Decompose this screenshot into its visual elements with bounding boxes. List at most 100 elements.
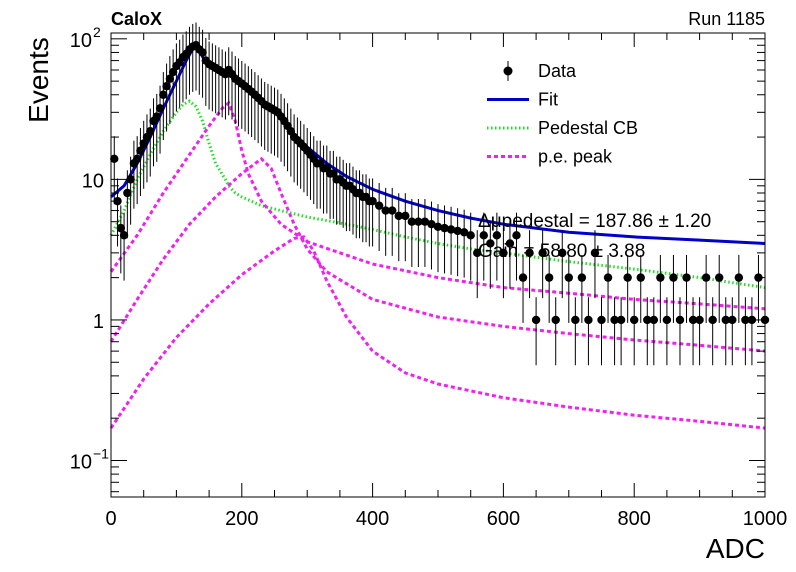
data-point	[132, 154, 142, 164]
data-point	[577, 273, 587, 282]
data-point	[479, 231, 488, 240]
y-tick-label-exponent: −1	[93, 446, 109, 462]
fit-annotation: Gain = 58.80 ± 3.88	[478, 241, 645, 262]
legend-label: p.e. peak	[538, 147, 613, 167]
series-p-e-peak-3	[109, 235, 766, 430]
legend-label: Pedestal CB	[538, 118, 638, 138]
data-point	[126, 175, 135, 184]
data-point	[669, 273, 678, 282]
data-point	[701, 273, 711, 282]
y-tick-label: 10	[70, 452, 92, 474]
fit-annotations: Δμpedestal = 187.86 ± 1.20 Gain = 58.80 ±…	[478, 211, 711, 262]
series-p-e-peak-1	[109, 100, 766, 311]
data-point	[662, 315, 672, 325]
data-point	[558, 248, 567, 258]
data-point	[401, 211, 410, 221]
data-point	[688, 315, 698, 325]
data-point	[512, 231, 521, 240]
x-axis-label: ADC	[706, 533, 765, 564]
data-point	[695, 315, 704, 325]
data-point	[551, 315, 560, 325]
data-point	[531, 315, 541, 325]
data-point	[538, 248, 547, 258]
y-tick-label: 1	[93, 311, 104, 333]
x-tick-label: 200	[225, 508, 258, 530]
data-point	[394, 211, 403, 221]
data-point	[407, 217, 417, 226]
data-point	[708, 315, 717, 325]
data-point	[159, 90, 168, 99]
data-point	[368, 196, 377, 206]
data-point	[630, 315, 639, 325]
data-point	[152, 112, 161, 121]
data-point	[446, 225, 456, 234]
run-label: Run 1185	[688, 9, 765, 29]
data-point	[198, 48, 207, 57]
data-point	[466, 231, 475, 240]
data-point	[518, 273, 528, 282]
x-tick-label: 400	[356, 508, 389, 530]
data-point	[649, 315, 659, 325]
data-point	[571, 315, 580, 325]
data-point	[155, 104, 165, 113]
legend-label: Fit	[538, 90, 558, 110]
data-point	[162, 82, 171, 91]
x-tick-label: 800	[618, 508, 651, 530]
legend-marker	[503, 66, 513, 76]
y-axis-label: Events	[23, 37, 54, 123]
data-point	[584, 315, 593, 325]
data-point	[544, 273, 554, 282]
data-point	[597, 315, 606, 325]
y-tick-label: 10	[82, 170, 104, 192]
data-point	[741, 315, 750, 325]
y-tick-label: 10	[70, 30, 92, 52]
data-point	[440, 223, 449, 233]
data-point	[728, 315, 737, 325]
data-point	[616, 315, 626, 325]
data-point	[715, 273, 724, 282]
data-point	[473, 248, 482, 258]
data-point	[603, 273, 613, 282]
data-point	[499, 248, 508, 258]
x-tick-label: 1000	[743, 508, 788, 530]
data-point	[505, 239, 515, 248]
data-point	[656, 273, 665, 282]
data-point	[116, 223, 126, 233]
data-point	[721, 315, 730, 325]
data-point	[734, 273, 744, 282]
data-point	[636, 273, 645, 282]
data-points	[110, 22, 770, 366]
data-point	[453, 226, 462, 236]
data-point	[492, 231, 502, 240]
data-point	[610, 315, 619, 325]
data-point	[381, 206, 390, 215]
data-point	[414, 217, 423, 226]
data-point	[374, 201, 384, 210]
x-tick-label: 600	[487, 508, 520, 530]
data-point	[136, 146, 145, 155]
data-point	[564, 273, 573, 282]
legend: Data Fit Pedestal CB p.e. peak	[487, 61, 638, 167]
data-point	[643, 315, 652, 325]
data-point	[486, 239, 495, 248]
fit-annotation: Δμpedestal = 187.86 ± 1.20	[478, 211, 711, 232]
data-point	[110, 154, 119, 164]
data-point	[459, 228, 469, 237]
experiment-label: CaloX	[111, 9, 162, 29]
series-p-e-peak-2	[109, 156, 766, 353]
data-point	[427, 219, 436, 229]
data-point	[165, 74, 175, 83]
x-tick-label: 0	[105, 508, 116, 530]
data-point	[420, 217, 430, 226]
data-point	[123, 188, 132, 198]
y-tick-label-exponent: 2	[93, 24, 101, 40]
data-point	[119, 231, 129, 240]
series-pedestal-cb	[109, 99, 766, 290]
data-point	[388, 206, 397, 215]
data-point	[675, 315, 685, 325]
data-point	[525, 248, 534, 258]
data-point	[623, 273, 632, 282]
data-point	[682, 273, 691, 282]
